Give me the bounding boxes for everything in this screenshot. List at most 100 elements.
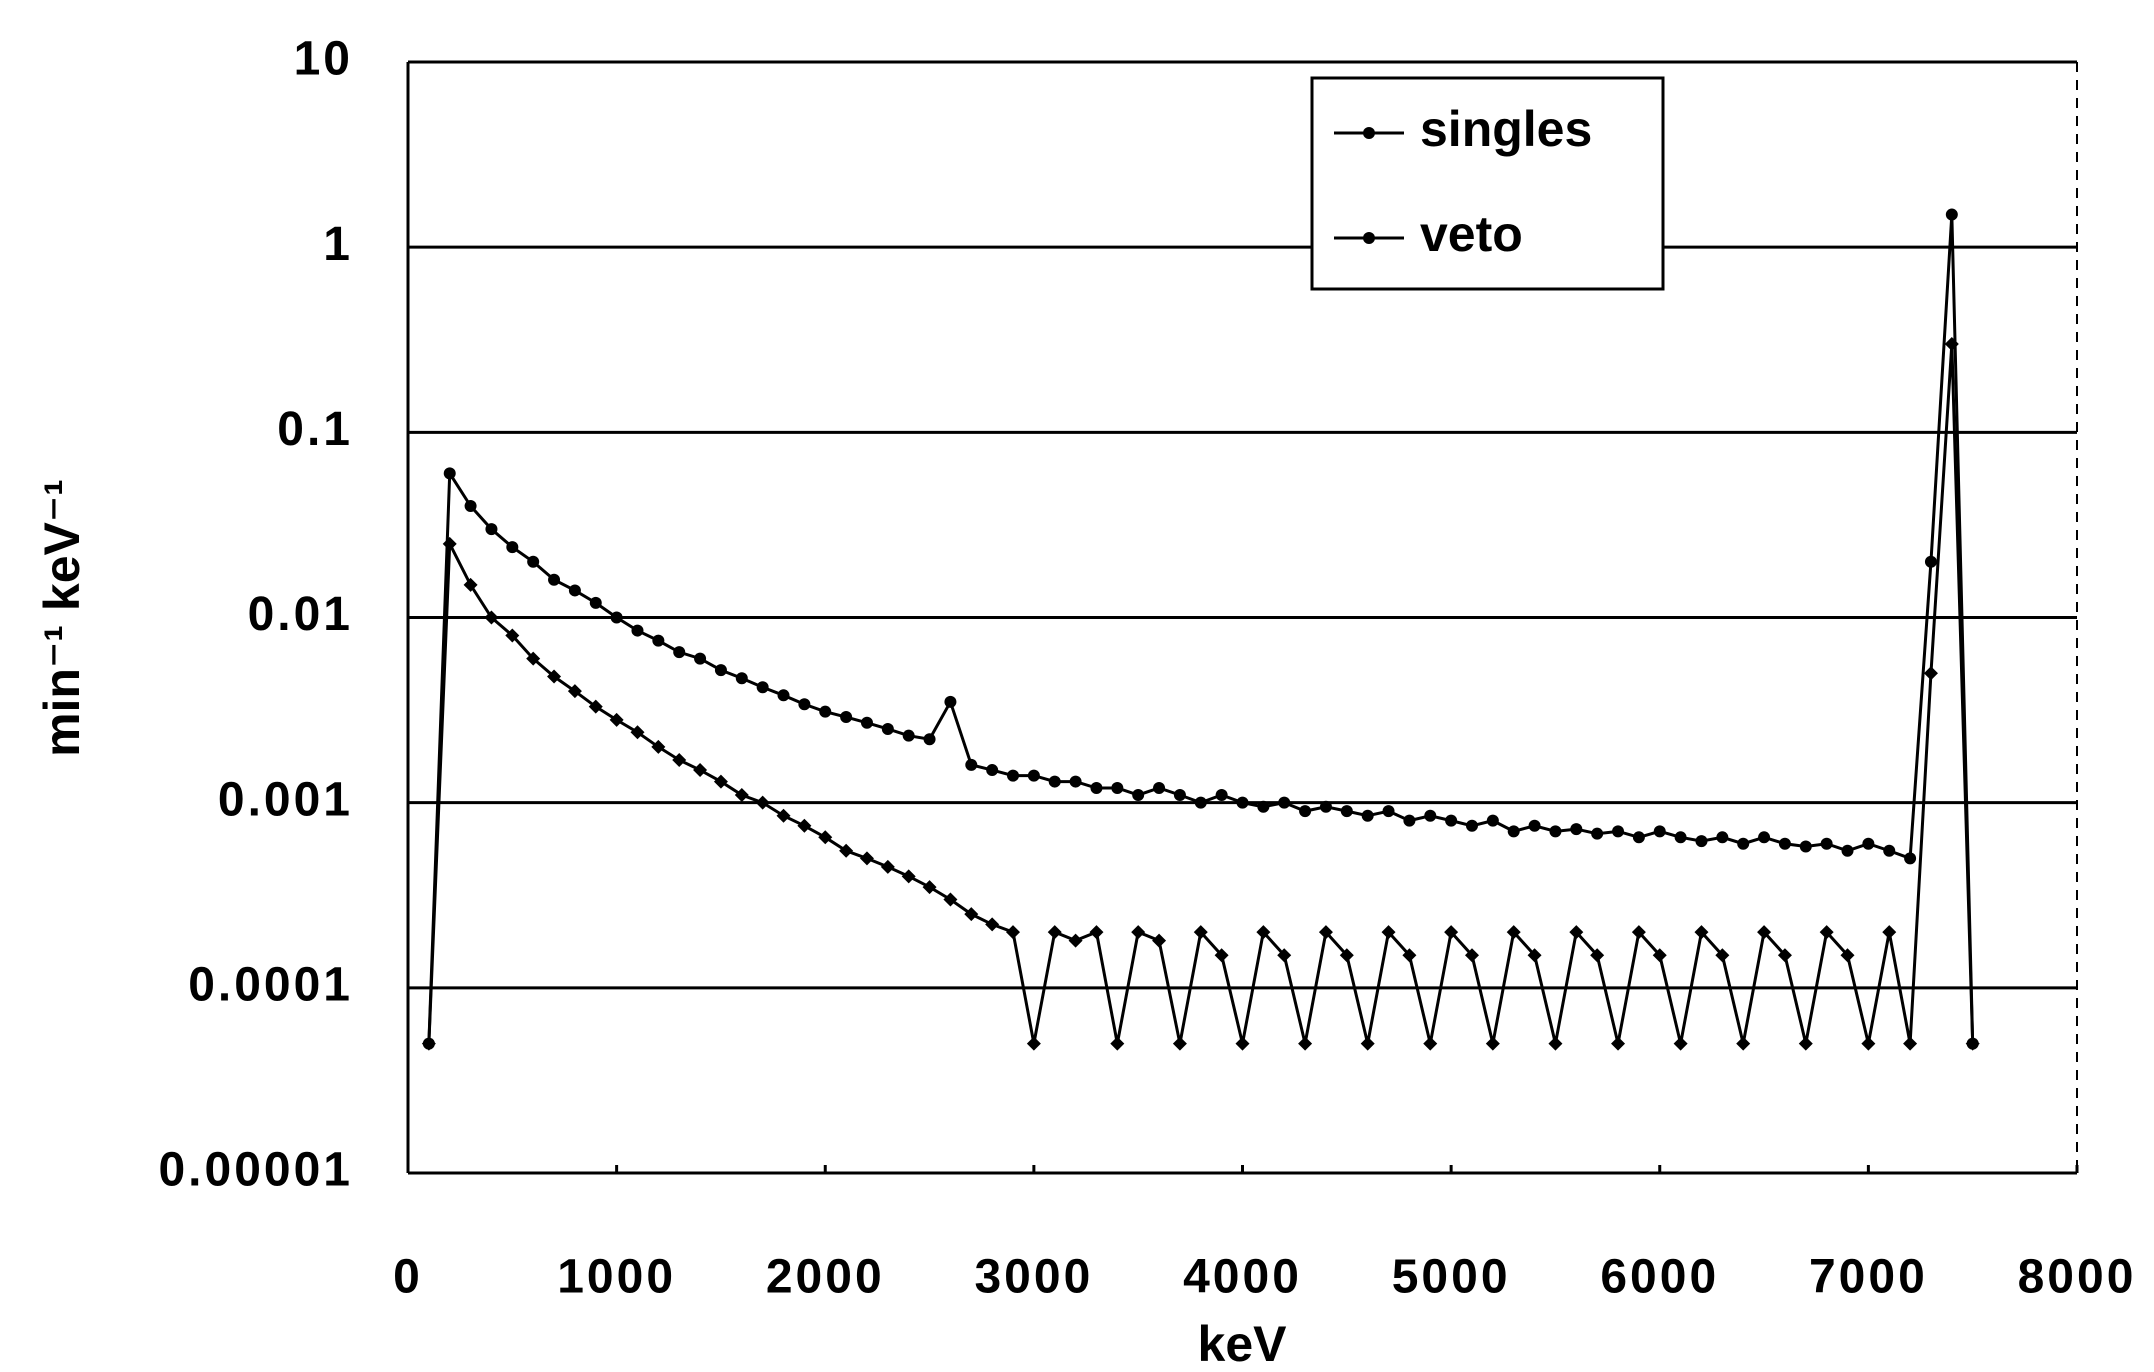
marker — [1256, 925, 1271, 940]
marker — [1424, 809, 1437, 822]
marker — [485, 523, 498, 536]
marker — [1653, 825, 1666, 838]
marker — [1298, 1036, 1313, 1051]
marker — [1506, 925, 1521, 940]
marker — [463, 577, 478, 592]
marker — [1007, 769, 1020, 782]
marker — [547, 669, 562, 684]
marker — [1965, 1036, 1980, 1051]
marker — [464, 500, 477, 513]
marker — [1798, 1036, 1813, 1051]
marker — [548, 573, 561, 586]
x-tick-label: 1000 — [557, 1251, 676, 1304]
marker — [839, 843, 854, 858]
marker — [1527, 948, 1542, 963]
marker — [1381, 925, 1396, 940]
marker — [1883, 844, 1896, 857]
legend-marker — [1363, 232, 1375, 244]
marker — [1736, 1036, 1751, 1051]
marker — [1674, 831, 1687, 844]
marker — [1257, 800, 1270, 813]
marker — [965, 758, 978, 771]
marker — [1048, 775, 1061, 788]
marker — [881, 722, 894, 735]
x-tick-label: 6000 — [1600, 1251, 1719, 1304]
marker — [944, 695, 957, 708]
marker — [860, 716, 873, 729]
marker — [1402, 948, 1417, 963]
marker — [1277, 948, 1292, 963]
y-tick-label: 0.0001 — [188, 959, 353, 1012]
y-tick-label: 0.00001 — [158, 1144, 353, 1197]
marker — [1110, 1036, 1125, 1051]
marker — [840, 711, 853, 724]
marker — [630, 725, 645, 740]
y-tick-label: 0.1 — [277, 403, 353, 456]
marker — [1716, 831, 1729, 844]
marker — [609, 712, 624, 727]
marker — [1464, 948, 1479, 963]
marker — [1153, 782, 1166, 795]
marker — [713, 774, 728, 789]
series-line — [427, 214, 1975, 1044]
x-tick-label: 8000 — [2018, 1251, 2137, 1304]
legend-label: singles — [1420, 101, 1592, 157]
marker — [1819, 925, 1834, 940]
marker — [1069, 775, 1082, 788]
marker — [1068, 933, 1083, 948]
marker — [1945, 208, 1958, 221]
marker — [1299, 805, 1312, 818]
marker — [1758, 831, 1771, 844]
marker — [651, 739, 666, 754]
marker — [1027, 769, 1040, 782]
marker — [1611, 1036, 1626, 1051]
marker — [1528, 819, 1541, 832]
marker — [735, 672, 748, 685]
marker — [1861, 1036, 1876, 1051]
marker — [1841, 844, 1854, 857]
marker — [1652, 948, 1667, 963]
legend-label: veto — [1420, 206, 1523, 262]
marker — [1444, 925, 1459, 940]
marker — [1214, 948, 1229, 963]
marker — [1882, 925, 1897, 940]
marker — [1507, 825, 1520, 838]
marker — [1090, 782, 1103, 795]
y-tick-label: 0.01 — [248, 588, 353, 641]
marker — [1944, 336, 1959, 351]
marker — [673, 646, 686, 659]
marker — [1820, 837, 1833, 850]
marker — [902, 729, 915, 742]
marker — [443, 467, 456, 480]
legend-box — [1310, 76, 1665, 291]
marker — [1591, 827, 1604, 840]
marker — [1862, 837, 1875, 850]
marker — [819, 705, 832, 718]
marker — [1340, 805, 1353, 818]
marker — [588, 699, 603, 714]
marker — [1361, 809, 1374, 822]
marker — [610, 611, 623, 624]
marker — [1923, 666, 1938, 681]
marker — [1152, 933, 1167, 948]
marker — [652, 634, 665, 647]
marker — [526, 651, 541, 666]
marker — [1840, 948, 1855, 963]
marker — [1548, 1036, 1563, 1051]
marker — [672, 752, 687, 767]
marker — [756, 681, 769, 694]
marker — [568, 584, 581, 597]
marker — [1486, 814, 1499, 827]
marker — [527, 555, 540, 568]
marker — [1924, 555, 1937, 568]
marker — [1757, 925, 1772, 940]
marker — [1612, 825, 1625, 838]
x-tick-label: 5000 — [1392, 1251, 1511, 1304]
marker — [1631, 925, 1646, 940]
marker — [1403, 814, 1416, 827]
marker — [1737, 837, 1750, 850]
marker — [1903, 1036, 1918, 1051]
marker — [1006, 925, 1021, 940]
marker — [1194, 796, 1207, 809]
marker — [1569, 925, 1584, 940]
